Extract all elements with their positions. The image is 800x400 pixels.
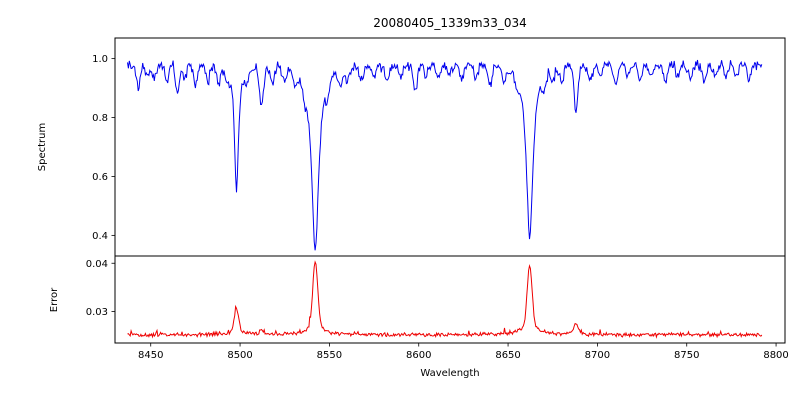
x-tick-label: 8700 <box>585 350 610 361</box>
spectrum-line <box>127 59 763 251</box>
x-tick-label: 8650 <box>495 350 520 361</box>
x-tick-label: 8800 <box>763 350 788 361</box>
spectrum-y-tick-label: 0.4 <box>92 231 108 242</box>
x-tick-label: 8500 <box>227 350 252 361</box>
spectrum-y-tick-label: 0.8 <box>92 113 108 124</box>
error-y-axis-label: Error <box>49 287 60 312</box>
x-tick-label: 8750 <box>674 350 699 361</box>
chart-title: 20080405_1339m33_034 <box>373 16 526 30</box>
error-y-tick-label: 0.04 <box>86 259 108 270</box>
x-axis-label: Wavelength <box>420 368 479 379</box>
x-tick-label: 8600 <box>406 350 431 361</box>
error-line <box>127 260 763 339</box>
spectrum-y-tick-label: 1.0 <box>92 54 108 65</box>
x-tick-label: 8450 <box>138 350 163 361</box>
plot-content: 8450 8500 8550 8600 8650 8700 8750 8800 0.4 0.6 0.… <box>86 54 789 361</box>
error-y-tick-label: 0.03 <box>86 307 108 318</box>
spectrum-y-tick-label: 0.6 <box>92 172 108 183</box>
spectrum-y-axis-label: Spectrum <box>37 123 48 171</box>
error-panel-border <box>114 255 786 344</box>
x-tick-label: 8550 <box>317 350 342 361</box>
